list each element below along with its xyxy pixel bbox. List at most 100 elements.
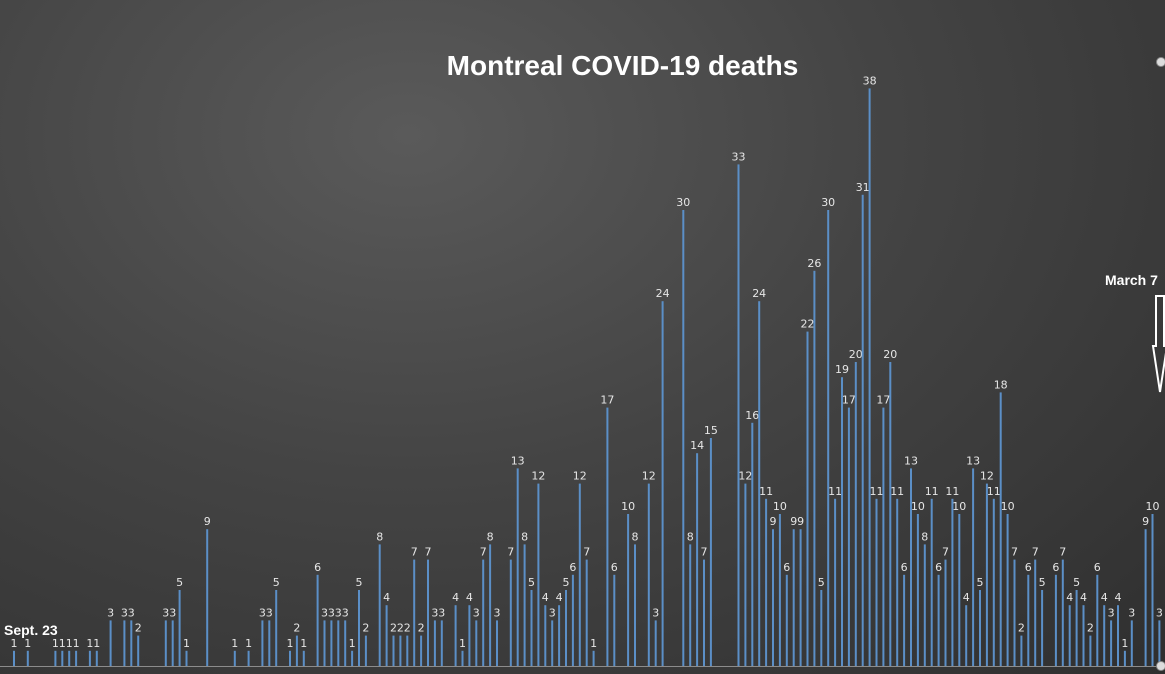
data-label: 10 [621,500,635,513]
data-label: 4 [1101,591,1108,604]
bar [206,529,209,666]
data-label: 10 [911,500,925,513]
bar [551,620,554,666]
data-label: 14 [690,439,704,452]
data-label: 6 [569,561,576,574]
data-label: 10 [1001,500,1015,513]
data-label: 12 [642,470,656,483]
data-label: 4 [1115,591,1122,604]
bar [820,590,823,666]
bar [772,529,774,666]
bar [903,574,906,666]
data-label: 1 [459,637,466,650]
data-label: 1 [59,637,66,650]
data-label: 24 [656,287,670,300]
data-label: 33 [732,150,746,163]
bar [592,650,595,666]
chart-title: Montreal COVID-19 deaths [446,50,799,81]
data-label: 3 [259,606,266,619]
data-label: 5 [563,576,570,589]
bar [295,635,298,666]
bar [247,650,250,666]
resize-handle-bottom[interactable] [1156,661,1165,671]
bar [813,270,816,666]
data-label: 6 [314,561,321,574]
data-label: 11 [828,485,842,498]
data-label: 2 [135,622,142,635]
data-label: 8 [376,530,383,543]
data-label: 7 [411,546,418,559]
data-label: 1 [300,637,307,650]
bar [54,650,57,666]
data-label: 6 [1094,561,1101,574]
data-label: 3 [652,606,659,619]
bar [979,590,981,666]
bar [737,164,740,666]
bar [896,498,899,666]
data-label: 5 [818,576,825,589]
data-label: 3 [328,606,335,619]
bar [358,590,360,666]
bar [785,574,788,666]
march-date-annotation: March 7 [1105,272,1158,288]
data-label: 4 [1080,591,1087,604]
bar [1144,529,1147,666]
data-label: 11 [890,485,904,498]
bar [1006,514,1009,666]
bar [689,544,692,666]
data-label: 11 [870,485,884,498]
data-label: 12 [980,470,994,483]
bar [1075,590,1078,666]
bar [647,483,650,666]
bar [26,650,29,666]
bar [1027,574,1030,666]
bar [841,377,843,666]
data-label: 3 [431,606,438,619]
bar [778,514,781,666]
resize-handle-top[interactable] [1156,57,1165,67]
data-label: 38 [863,74,877,87]
bar [654,620,657,666]
bar [164,620,167,666]
bar [440,620,443,666]
bar [882,407,885,666]
bar [489,544,492,666]
data-label: 2 [362,622,369,635]
bar [1034,559,1037,666]
bar [171,620,174,666]
bar [461,650,464,666]
bar [275,590,278,666]
bar [992,498,995,666]
data-label: 30 [676,196,690,209]
bar [792,529,795,666]
data-label: 3 [107,606,114,619]
bar [364,635,367,666]
data-label: 7 [1059,546,1066,559]
data-label: 6 [1025,561,1032,574]
data-label: 3 [342,606,349,619]
data-label: 5 [977,576,984,589]
data-label: 5 [1039,576,1046,589]
bar [289,650,291,666]
bar [854,362,857,666]
data-label: 3 [549,606,556,619]
data-label: 3 [1128,606,1135,619]
bar [420,635,423,666]
bar [530,590,533,666]
bar [1096,574,1099,666]
bar [1020,635,1023,666]
data-label: 3 [1108,606,1115,619]
bar [1158,620,1161,666]
data-label: 7 [425,546,432,559]
data-label: 5 [528,576,535,589]
bar [537,483,540,666]
bar [68,650,71,666]
bar [399,635,402,666]
bar [454,605,457,666]
data-label: 1 [52,637,59,650]
bar [696,453,699,666]
bar [578,483,581,666]
bar [88,650,91,666]
data-label: 13 [904,454,918,467]
